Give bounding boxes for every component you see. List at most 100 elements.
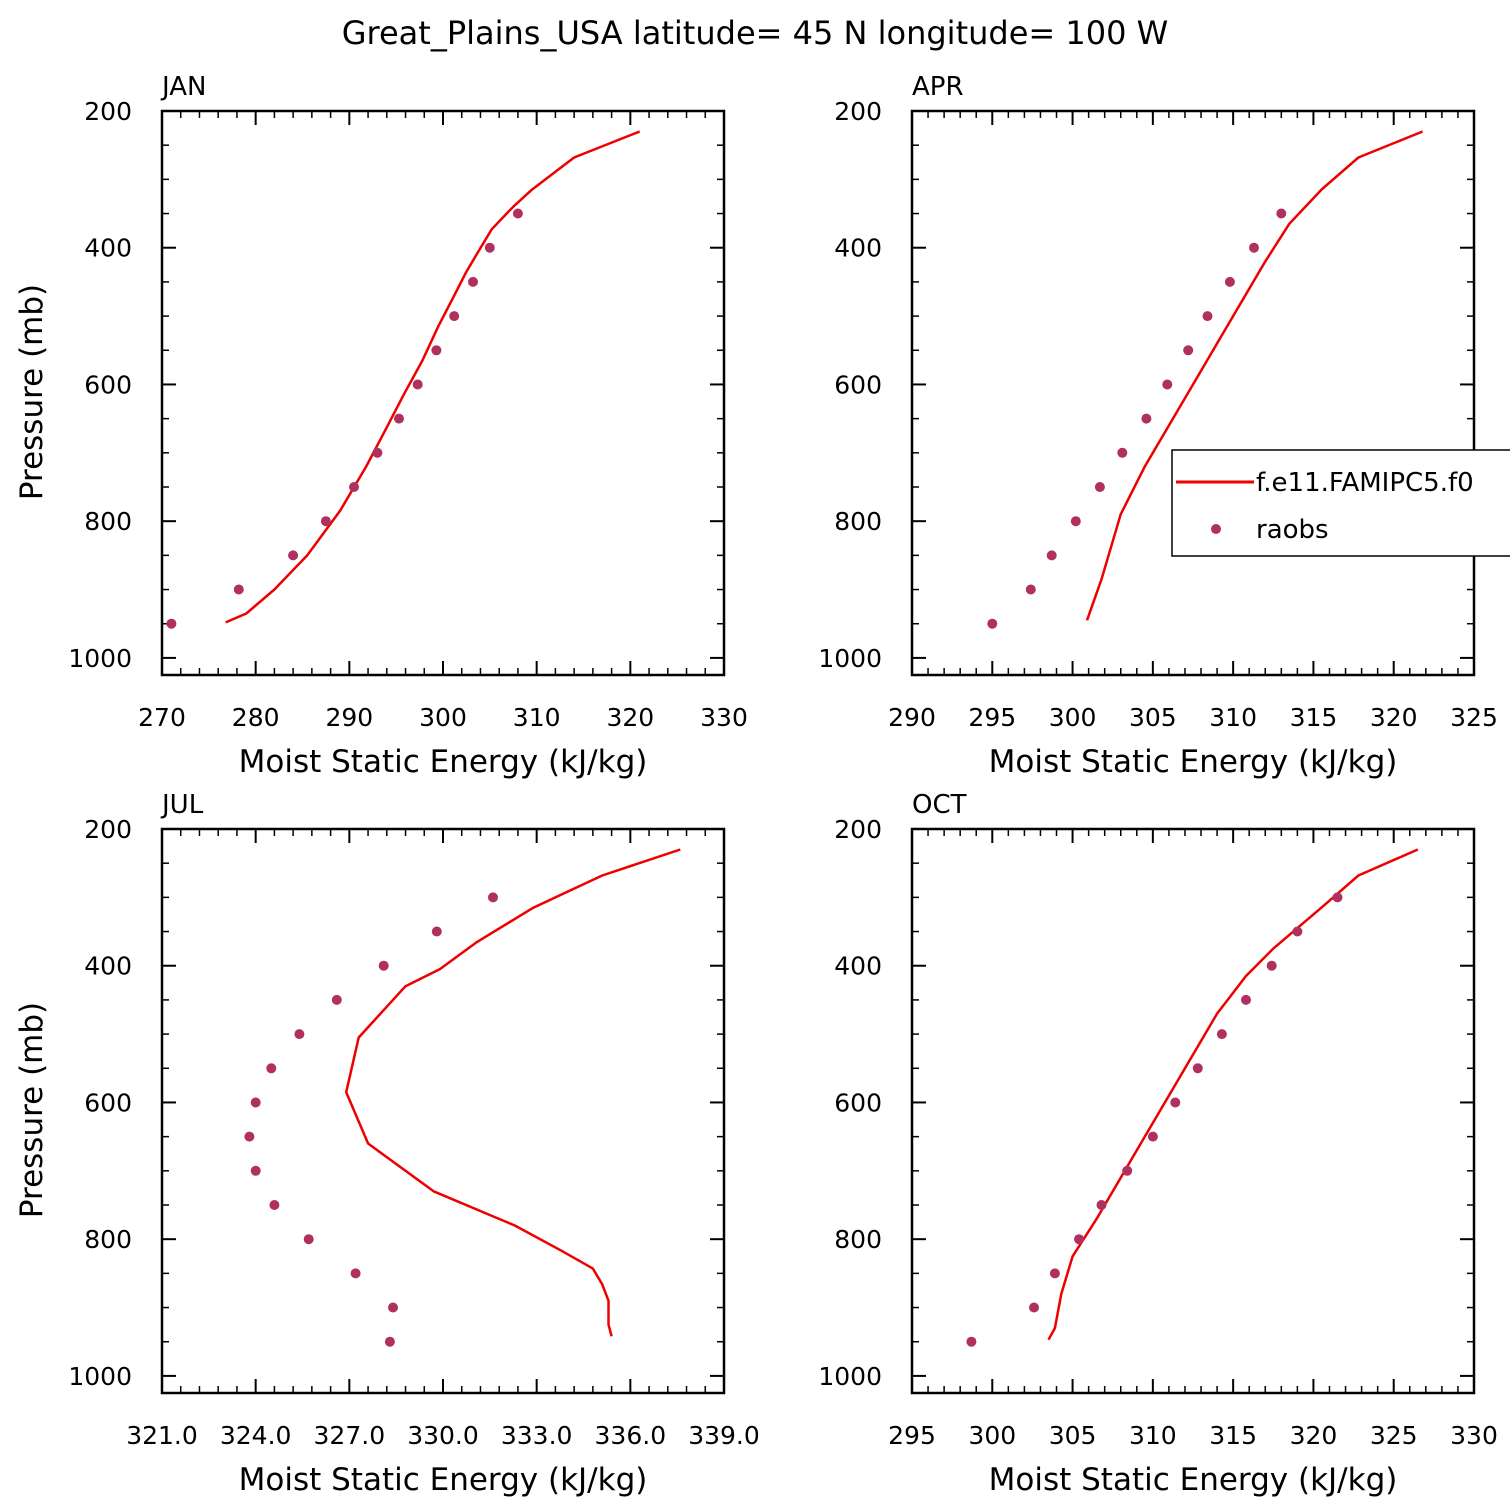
raobs-point [166, 618, 177, 629]
raobs-point [269, 1200, 280, 1210]
raobs-point [1029, 1302, 1039, 1313]
raobs-point [1332, 892, 1343, 903]
x-tick-label: 320 [1290, 1421, 1338, 1450]
x-axis-title: Moist Static Energy (kJ/kg) [989, 744, 1398, 780]
raobs-point [484, 242, 495, 253]
x-tick-label: 300 [1049, 703, 1097, 732]
raobs-point [388, 1302, 398, 1313]
y-tick-label: 800 [84, 1225, 132, 1254]
raobs-point [378, 960, 389, 971]
raobs-point [1170, 1097, 1181, 1108]
raobs-point [288, 550, 299, 561]
x-tick-label: 327.0 [314, 1421, 386, 1450]
x-tick-label: 310 [513, 703, 561, 732]
raobs-point [294, 1029, 305, 1040]
y-tick-label: 400 [834, 234, 882, 263]
raobs-point [1202, 311, 1213, 322]
y-tick-label: 400 [84, 952, 132, 981]
raobs-point [987, 618, 998, 629]
axes-frame [160, 109, 726, 677]
model-line [344, 848, 681, 1337]
raobs-point [1049, 1268, 1060, 1279]
raobs-point [966, 1336, 977, 1347]
y-tick-label: 200 [84, 97, 132, 126]
y-tick-label: 800 [834, 1225, 882, 1254]
x-tick-label: 305 [1129, 703, 1177, 732]
raobs-point [384, 1336, 395, 1347]
y-tick-label: 1000 [68, 1362, 132, 1391]
raobs-point [233, 584, 244, 595]
raobs-point [449, 311, 460, 322]
x-tick-label: 310 [1209, 703, 1257, 732]
model-line [1047, 848, 1419, 1341]
raobs-point [1096, 1200, 1107, 1210]
x-axis-title: Moist Static Energy (kJ/kg) [989, 1462, 1398, 1498]
axis-ticks: 290 295 300 305 310 315 320 325 200 400 600 800 1000 [818, 97, 1497, 732]
x-tick-label: 320 [606, 703, 654, 732]
axis-ticks: 295 300 305 310 315 320 325 330 200 400 600 800 1000 [818, 815, 1497, 1450]
panel-label: OCT [912, 790, 967, 820]
legend: f.e11.FAMIPC5.f0 raobs [1171, 449, 1510, 557]
x-tick-label: 300 [419, 703, 467, 732]
panel-label: APR [912, 72, 964, 102]
x-axis-title: Moist Static Energy (kJ/kg) [239, 1462, 648, 1498]
y-tick-label: 400 [834, 952, 882, 981]
raobs-point [1147, 1131, 1158, 1142]
raobs-point [350, 1268, 361, 1279]
x-tick-label: 333.0 [501, 1421, 573, 1450]
raobs-point [372, 447, 383, 458]
y-tick-label: 200 [834, 97, 882, 126]
axes-frame [910, 827, 1476, 1395]
y-tick-label: 600 [84, 370, 132, 399]
raobs-point [266, 1063, 277, 1074]
raobs-point [250, 1097, 261, 1108]
x-tick-label: 305 [1049, 1421, 1097, 1450]
y-tick-label: 1000 [68, 644, 132, 673]
x-tick-label: 290 [888, 703, 936, 732]
x-tick-label: 325 [1450, 703, 1498, 732]
x-tick-label: 321.0 [126, 1421, 198, 1450]
raobs-point [1122, 1165, 1133, 1176]
y-tick-label: 1000 [818, 1362, 882, 1391]
raobs-point [1249, 242, 1259, 253]
raobs-point [1183, 345, 1194, 356]
raobs-point [488, 892, 498, 903]
plot-area [987, 130, 1424, 629]
x-tick-label: 270 [138, 703, 186, 732]
raobs-point [1141, 413, 1152, 424]
raobs-point [1094, 482, 1105, 492]
x-tick-label: 280 [232, 703, 280, 732]
y-axis-title: Pressure (mb) [14, 1002, 50, 1218]
x-tick-label: 295 [968, 703, 1016, 732]
raobs-point [431, 926, 442, 937]
x-tick-label: 315 [1209, 1421, 1257, 1450]
raobs-point [320, 516, 331, 527]
x-tick-label: 290 [325, 703, 373, 732]
x-tick-label: 339.0 [688, 1421, 760, 1450]
x-tick-label: 330.0 [407, 1421, 479, 1450]
x-tick-label: 310 [1129, 1421, 1177, 1450]
model-line [225, 130, 641, 624]
y-tick-label: 1000 [818, 644, 882, 673]
plot-area [966, 848, 1419, 1347]
y-tick-label: 600 [834, 1088, 882, 1117]
legend-label-model: f.e11.FAMIPC5.f0 [1256, 468, 1474, 498]
y-tick-label: 200 [84, 815, 132, 844]
x-tick-label: 300 [968, 1421, 1016, 1450]
panel-label: JUL [160, 790, 204, 820]
raobs-point [394, 413, 404, 424]
main-title: Great_Plains_USA latitude= 45 N longitud… [342, 14, 1169, 52]
panel-jul: JUL Pressure (mb) Moist Static Energy (k… [14, 790, 760, 1498]
raobs-point [468, 276, 478, 287]
y-axis-title: Pressure (mb) [14, 284, 50, 500]
legend-label-obs: raobs [1256, 515, 1329, 545]
x-tick-label: 330 [1450, 1421, 1498, 1450]
raobs-point [1192, 1063, 1203, 1074]
raobs-point [1266, 960, 1277, 971]
raobs-point [349, 482, 359, 492]
y-tick-label: 800 [834, 507, 882, 536]
raobs-point [1276, 208, 1287, 219]
raobs-point [1162, 379, 1173, 390]
plot-area [166, 130, 641, 629]
